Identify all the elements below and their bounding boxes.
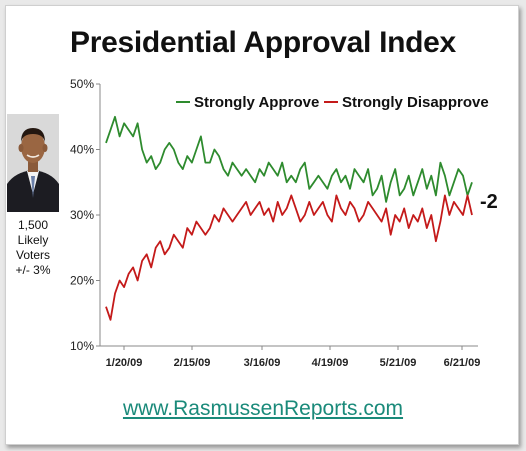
y-tick-label: 20% [70, 274, 94, 288]
sample-info: 1,500 Likely Voters +/- 3% [2, 218, 64, 278]
x-tick-label: 2/15/09 [174, 357, 211, 369]
y-tick-label: 10% [70, 339, 94, 353]
series-line-strongly-approve [105, 115, 473, 203]
y-tick-label: 50% [70, 77, 94, 91]
x-tick-label: 3/16/09 [244, 357, 281, 369]
y-tick-label: 40% [70, 143, 94, 157]
x-tick-label: 6/21/09 [444, 357, 481, 369]
sample-size: 1,500 [17, 218, 49, 232]
x-tick-label: 1/20/09 [106, 357, 143, 369]
x-tick-label: 4/19/09 [312, 357, 349, 369]
source-link[interactable]: www.RasmussenReports.com [122, 397, 404, 420]
legend-label: Strongly Approve [194, 94, 319, 111]
y-tick-label: 30% [70, 208, 94, 222]
sample-voters: Voters [15, 248, 51, 262]
sample-likely: Likely [17, 233, 49, 247]
page-title: Presidential Approval Index [70, 26, 456, 59]
x-tick-label: 5/21/09 [380, 357, 417, 369]
legend-label: Strongly Disapprove [342, 94, 489, 111]
president-portrait [7, 114, 59, 212]
plot-area [100, 84, 478, 346]
series-line-strongly-disapprove [105, 194, 473, 321]
sample-margin: +/- 3% [15, 263, 51, 277]
end-value-annotation: -2 [480, 191, 498, 213]
